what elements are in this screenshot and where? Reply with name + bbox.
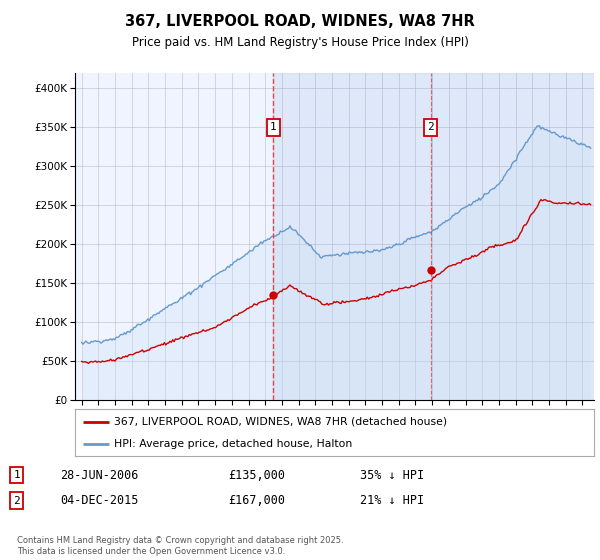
Text: 28-JUN-2006: 28-JUN-2006 [60, 469, 139, 482]
Bar [274, 73, 431, 400]
Text: HPI: Average price, detached house, Halton: HPI: Average price, detached house, Halt… [114, 438, 352, 449]
Text: 1: 1 [270, 123, 277, 132]
Text: £135,000: £135,000 [228, 469, 285, 482]
Text: 2: 2 [427, 123, 434, 132]
Text: 367, LIVERPOOL ROAD, WIDNES, WA8 7HR: 367, LIVERPOOL ROAD, WIDNES, WA8 7HR [125, 14, 475, 29]
Text: 35% ↓ HPI: 35% ↓ HPI [360, 469, 424, 482]
Text: £167,000: £167,000 [228, 494, 285, 507]
Text: Price paid vs. HM Land Registry's House Price Index (HPI): Price paid vs. HM Land Registry's House … [131, 36, 469, 49]
Text: 04-DEC-2015: 04-DEC-2015 [60, 494, 139, 507]
Bar [431, 73, 594, 400]
Text: 1: 1 [13, 470, 20, 480]
Text: Contains HM Land Registry data © Crown copyright and database right 2025.
This d: Contains HM Land Registry data © Crown c… [17, 536, 343, 556]
Text: 21% ↓ HPI: 21% ↓ HPI [360, 494, 424, 507]
Text: 2: 2 [13, 496, 20, 506]
Text: 367, LIVERPOOL ROAD, WIDNES, WA8 7HR (detached house): 367, LIVERPOOL ROAD, WIDNES, WA8 7HR (de… [114, 417, 447, 427]
